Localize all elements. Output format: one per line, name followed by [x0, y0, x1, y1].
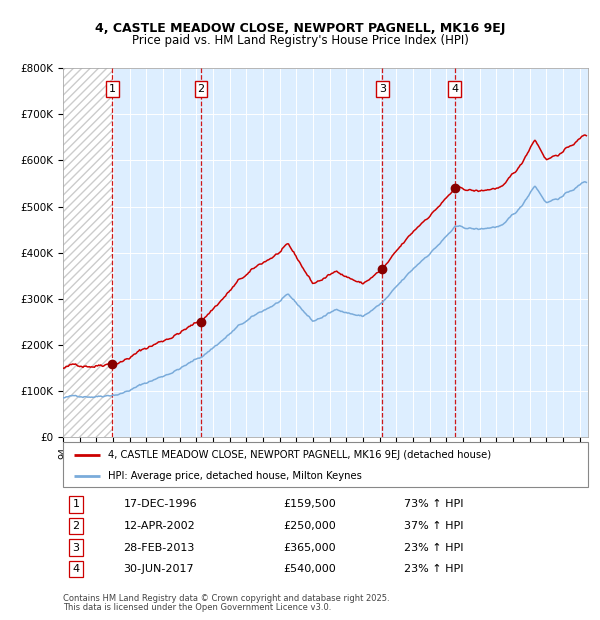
Text: 12-APR-2002: 12-APR-2002	[124, 521, 195, 531]
Text: 73% ↑ HPI: 73% ↑ HPI	[404, 499, 464, 510]
Bar	[382, 68, 455, 437]
Text: This data is licensed under the Open Government Licence v3.0.: This data is licensed under the Open Gov…	[63, 603, 331, 612]
Bar	[63, 68, 112, 437]
Bar	[112, 68, 201, 437]
Text: Contains HM Land Registry data © Crown copyright and database right 2025.: Contains HM Land Registry data © Crown c…	[63, 594, 389, 603]
Text: 1: 1	[73, 499, 80, 510]
Text: £365,000: £365,000	[284, 542, 336, 552]
Text: £540,000: £540,000	[284, 564, 336, 574]
Text: £250,000: £250,000	[284, 521, 336, 531]
Text: £159,500: £159,500	[284, 499, 336, 510]
Text: 2: 2	[73, 521, 80, 531]
Text: 23% ↑ HPI: 23% ↑ HPI	[404, 542, 464, 552]
Text: 4: 4	[73, 564, 80, 574]
FancyBboxPatch shape	[63, 442, 588, 487]
Text: 2: 2	[197, 84, 205, 94]
Text: 4, CASTLE MEADOW CLOSE, NEWPORT PAGNELL, MK16 9EJ (detached house): 4, CASTLE MEADOW CLOSE, NEWPORT PAGNELL,…	[107, 450, 491, 459]
Text: 3: 3	[379, 84, 386, 94]
Bar	[63, 68, 112, 437]
Text: 28-FEB-2013: 28-FEB-2013	[124, 542, 195, 552]
Text: 4: 4	[451, 84, 458, 94]
Text: HPI: Average price, detached house, Milton Keynes: HPI: Average price, detached house, Milt…	[107, 471, 361, 480]
Text: 23% ↑ HPI: 23% ↑ HPI	[404, 564, 464, 574]
Text: 30-JUN-2017: 30-JUN-2017	[124, 564, 194, 574]
Text: 4, CASTLE MEADOW CLOSE, NEWPORT PAGNELL, MK16 9EJ: 4, CASTLE MEADOW CLOSE, NEWPORT PAGNELL,…	[95, 22, 505, 35]
Text: Price paid vs. HM Land Registry's House Price Index (HPI): Price paid vs. HM Land Registry's House …	[131, 34, 469, 47]
Text: 17-DEC-1996: 17-DEC-1996	[124, 499, 197, 510]
Bar	[201, 68, 382, 437]
Text: 1: 1	[109, 84, 116, 94]
Text: 3: 3	[73, 542, 80, 552]
Text: 37% ↑ HPI: 37% ↑ HPI	[404, 521, 464, 531]
Bar	[455, 68, 588, 437]
